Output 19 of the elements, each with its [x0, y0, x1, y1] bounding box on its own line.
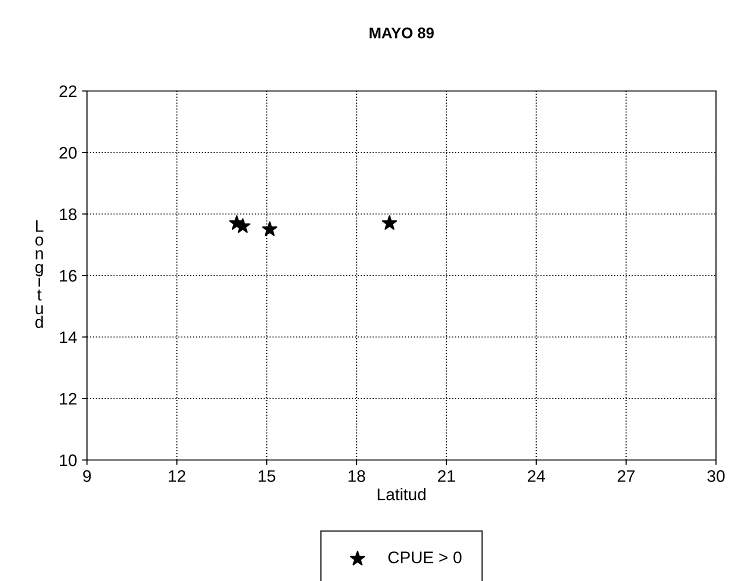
x-tick-label: 30: [707, 470, 725, 482]
y-tick-label: 12: [60, 392, 76, 405]
y-tick-label: 10: [60, 454, 77, 466]
x-axis-title: Latitud: [378, 488, 426, 500]
x-tick-label: 15: [258, 470, 276, 482]
legend-label: CPUE > 0: [388, 552, 462, 564]
chart-title: MAYO 89: [370, 28, 434, 38]
x-tick-label: 12: [168, 470, 186, 482]
x-tick-label: 24: [528, 470, 546, 482]
x-tick-label: 27: [618, 470, 635, 482]
y-axis-title: Longitud: [35, 220, 44, 328]
x-tick-label: 9: [83, 470, 91, 482]
x-tick-label: 21: [438, 470, 455, 482]
y-tick-label: 16: [60, 270, 77, 282]
y-tick-label: 14: [60, 332, 77, 344]
y-tick-label: 22: [60, 85, 76, 98]
y-tick-label: 18: [60, 208, 77, 220]
x-tick-label: 18: [348, 470, 366, 482]
y-tick-label: 20: [60, 146, 77, 159]
